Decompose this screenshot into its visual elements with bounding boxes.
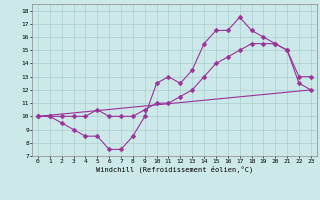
X-axis label: Windchill (Refroidissement éolien,°C): Windchill (Refroidissement éolien,°C) <box>96 165 253 173</box>
